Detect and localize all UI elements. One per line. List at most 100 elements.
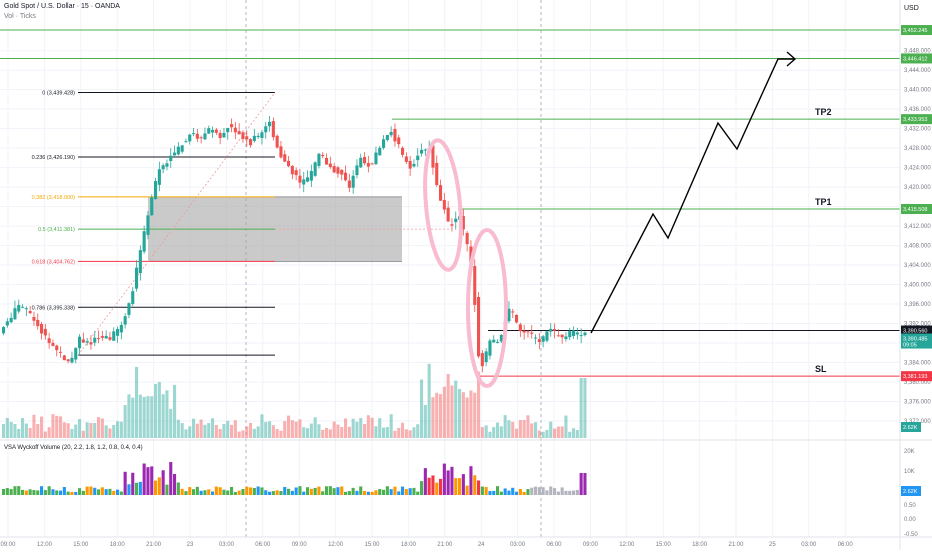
y-tick-label: 3,400.000 [904,283,931,289]
volume-bar [431,397,435,438]
candle-body [454,218,458,223]
vsa-bar [549,486,553,495]
volume-bar [108,428,112,438]
vsa-bar [534,486,538,495]
volume-bar [488,431,492,438]
vsa-volume-badge-label: 2.62K [903,489,918,495]
x-tick-label: 18:00 [401,542,417,548]
vsa-bar [397,491,401,495]
candle-body [389,131,393,136]
vsa-bar [184,491,188,495]
candle-body [161,165,165,170]
volume-bar [317,424,321,438]
y-tick-label: 3,376.000 [904,399,931,405]
volume-bar [287,415,291,438]
level-annotation: TP1 [815,197,832,207]
volume-bar [359,417,363,438]
candle-body [252,135,256,141]
volume-bar [541,431,545,438]
candle-body [62,355,66,361]
vsa-bar [553,488,557,495]
volume-bar [169,408,173,438]
candle-body [81,339,85,343]
candle-body [477,296,481,357]
vsa-bar [515,491,519,495]
vsa-bar [408,488,412,495]
vsa-bar [222,489,226,495]
volume-bar [256,426,260,438]
price-badge-label: 3,415.508 [903,207,927,213]
vsa-bar [499,491,503,495]
candle-body [32,317,36,321]
candle-body [9,317,13,323]
volume-bar [36,424,40,438]
volume-bar [81,430,85,438]
volume-bar [89,423,93,438]
candle-body [203,133,207,140]
vsa-bar [458,478,462,495]
candle-body [287,160,291,167]
last-price-time: 09:05 [903,343,917,349]
highlight-ellipse [466,228,508,388]
vsa-bar [393,486,397,495]
vsa-bar [78,488,82,495]
vsa-bar [24,490,28,495]
level-annotation: SL [815,364,827,374]
volume-label: Vol · Ticks [4,13,36,20]
vsa-bar [2,488,6,495]
vsa-bar [541,487,545,495]
vsa-bar [537,487,541,495]
x-tick-label: 24 [478,542,485,548]
candle-body [583,332,587,336]
volume-bar [347,426,351,438]
vsa-bar [294,487,298,495]
candle-body [321,154,325,157]
candle-body [218,132,222,139]
volume-bar [420,379,424,438]
volume-bar [222,423,226,438]
volume-bar [173,384,177,438]
volume-bar [192,418,196,438]
vsa-bar [74,491,78,495]
candle-body [176,146,180,155]
candle-body [108,337,112,340]
candle-body [195,133,199,139]
volume-bar [138,394,142,438]
vsa-bar [5,488,9,495]
volume-bar [549,421,553,438]
vsa-bar [131,472,135,495]
volume-bar [78,419,82,438]
candle-body [275,135,279,148]
volume-bar [363,423,367,438]
candle-body [169,155,173,162]
vsa-bar [275,490,279,495]
vsa-bar [325,486,329,495]
time-axis: 09:00 12:00 15:00 18:00 21:00 23 03:00 06:00 09:… [0,542,853,548]
volume-bar [70,429,74,438]
y-tick-label: 3,436.000 [904,107,931,113]
candle-body [423,149,427,151]
vsa-bar [104,489,108,495]
fib-level-label: 0.382 (3,418.000) [32,195,76,201]
volume-bar [575,429,579,438]
volume-bar [545,429,549,438]
vsa-bar [180,488,184,495]
volume-bar [385,427,389,438]
volume-bar [401,422,405,438]
x-tick-label: 06:00 [546,542,562,548]
vsa-bar [484,487,488,495]
volume-bar [260,414,264,438]
candle-body [313,162,317,176]
vsa-bar [321,491,325,495]
y-tick-label: 3,408.000 [904,244,931,250]
volume-bar [97,417,101,438]
vsa-bar [378,489,382,495]
candle-body [28,311,32,314]
vsa-bar [249,487,253,495]
candle-body [530,332,534,334]
volume-bar [127,394,131,438]
vsa-bar [477,480,481,495]
vsa-bar [123,471,127,495]
